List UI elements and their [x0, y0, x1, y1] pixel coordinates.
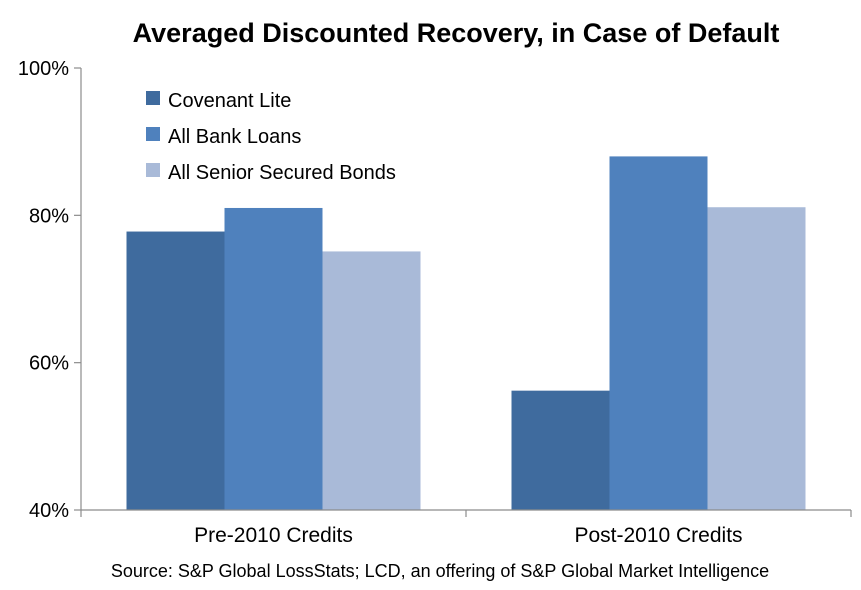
bar-covenant-lite-1 [511, 390, 610, 510]
x-tick-label: Post-2010 Credits [574, 524, 742, 547]
source-note: Source: S&P Global LossStats; LCD, an of… [111, 561, 769, 581]
y-tick-label: 40% [29, 500, 69, 522]
legend: Covenant Lite All Bank Loans All Senior Se… [146, 90, 396, 184]
x-tick-label: Pre-2010 Credits [194, 524, 353, 547]
bar-all-bank-loans-1 [609, 156, 708, 510]
legend-label: All Bank Loans [168, 126, 301, 148]
axes-group: Pre-2010 Credits Post-2010 Credits 40% 60% 8… [18, 58, 852, 547]
y-tick-label: 80% [29, 205, 69, 227]
y-tick-label: 100% [18, 58, 69, 80]
bar-all-senior-secured-bonds-0 [322, 251, 421, 510]
legend-label: Covenant Lite [168, 90, 291, 112]
bar-all-bank-loans-0 [224, 207, 323, 510]
bar-covenant-lite-0 [126, 231, 225, 511]
legend-label: All Senior Secured Bonds [168, 162, 396, 184]
bars-group [126, 156, 806, 511]
legend-swatch [146, 127, 160, 141]
legend-swatch [146, 91, 160, 105]
legend-swatch [146, 163, 160, 177]
y-tick-label: 60% [29, 353, 69, 375]
chart-title: Averaged Discounted Recovery, in Case of… [133, 18, 780, 48]
bar-all-senior-secured-bonds-1 [707, 207, 806, 511]
